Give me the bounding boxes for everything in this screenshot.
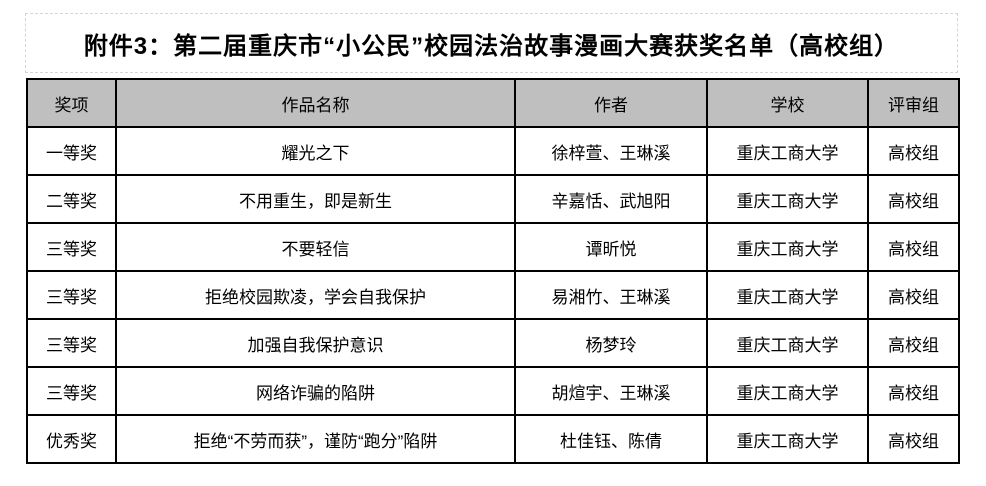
col-header-work-title: 作品名称 — [115, 78, 516, 128]
table-row: 三等奖 加强自我保护意识 杨梦玲 重庆工商大学 高校组 — [26, 318, 960, 368]
cell-school: 重庆工商大学 — [706, 318, 869, 368]
cell-author: 胡煊宇、王琳溪 — [514, 366, 708, 416]
cell-work-title: 拒绝校园欺凌，学会自我保护 — [115, 270, 516, 320]
cell-review-group: 高校组 — [867, 318, 960, 368]
col-header-school: 学校 — [706, 78, 869, 128]
cell-award: 优秀奖 — [26, 414, 117, 464]
cell-author: 杨梦玲 — [514, 318, 708, 368]
attachment-title: 附件3：第二届重庆市“小公民”校园法治故事漫画大赛获奖名单（高校组） — [25, 13, 958, 73]
cell-author: 谭昕悦 — [514, 222, 708, 272]
col-header-award: 奖项 — [26, 78, 117, 128]
col-header-author: 作者 — [514, 78, 708, 128]
cell-author: 徐梓萱、王琳溪 — [514, 126, 708, 176]
table-row: 优秀奖 拒绝“不劳而获”，谨防“跑分”陷阱 杜佳钰、陈倩 重庆工商大学 高校组 — [26, 414, 960, 464]
awards-table: 奖项 作品名称 作者 学校 评审组 一等奖 耀光之下 徐梓萱、王琳溪 重庆工商大… — [26, 78, 960, 464]
cell-school: 重庆工商大学 — [706, 126, 869, 176]
cell-school: 重庆工商大学 — [706, 366, 869, 416]
cell-review-group: 高校组 — [867, 270, 960, 320]
cell-review-group: 高校组 — [867, 366, 960, 416]
cell-award: 三等奖 — [26, 270, 117, 320]
cell-award: 一等奖 — [26, 126, 117, 176]
table-row: 三等奖 不要轻信 谭昕悦 重庆工商大学 高校组 — [26, 222, 960, 272]
col-header-review-group: 评审组 — [867, 78, 960, 128]
cell-work-title: 不用重生，即是新生 — [115, 174, 516, 224]
cell-work-title: 加强自我保护意识 — [115, 318, 516, 368]
cell-review-group: 高校组 — [867, 414, 960, 464]
cell-award: 二等奖 — [26, 174, 117, 224]
cell-award: 三等奖 — [26, 222, 117, 272]
cell-review-group: 高校组 — [867, 174, 960, 224]
table-header-row: 奖项 作品名称 作者 学校 评审组 — [26, 78, 960, 128]
table-row: 二等奖 不用重生，即是新生 辛嘉恬、武旭阳 重庆工商大学 高校组 — [26, 174, 960, 224]
table-row: 一等奖 耀光之下 徐梓萱、王琳溪 重庆工商大学 高校组 — [26, 126, 960, 176]
cell-work-title: 拒绝“不劳而获”，谨防“跑分”陷阱 — [115, 414, 516, 464]
table-row: 三等奖 网络诈骗的陷阱 胡煊宇、王琳溪 重庆工商大学 高校组 — [26, 366, 960, 416]
cell-school: 重庆工商大学 — [706, 270, 869, 320]
cell-author: 辛嘉恬、武旭阳 — [514, 174, 708, 224]
cell-work-title: 网络诈骗的陷阱 — [115, 366, 516, 416]
cell-award: 三等奖 — [26, 318, 117, 368]
table-row: 三等奖 拒绝校园欺凌，学会自我保护 易湘竹、王琳溪 重庆工商大学 高校组 — [26, 270, 960, 320]
cell-school: 重庆工商大学 — [706, 222, 869, 272]
cell-author: 易湘竹、王琳溪 — [514, 270, 708, 320]
cell-work-title: 不要轻信 — [115, 222, 516, 272]
cell-school: 重庆工商大学 — [706, 174, 869, 224]
cell-award: 三等奖 — [26, 366, 117, 416]
cell-author: 杜佳钰、陈倩 — [514, 414, 708, 464]
cell-work-title: 耀光之下 — [115, 126, 516, 176]
cell-school: 重庆工商大学 — [706, 414, 869, 464]
cell-review-group: 高校组 — [867, 222, 960, 272]
cell-review-group: 高校组 — [867, 126, 960, 176]
